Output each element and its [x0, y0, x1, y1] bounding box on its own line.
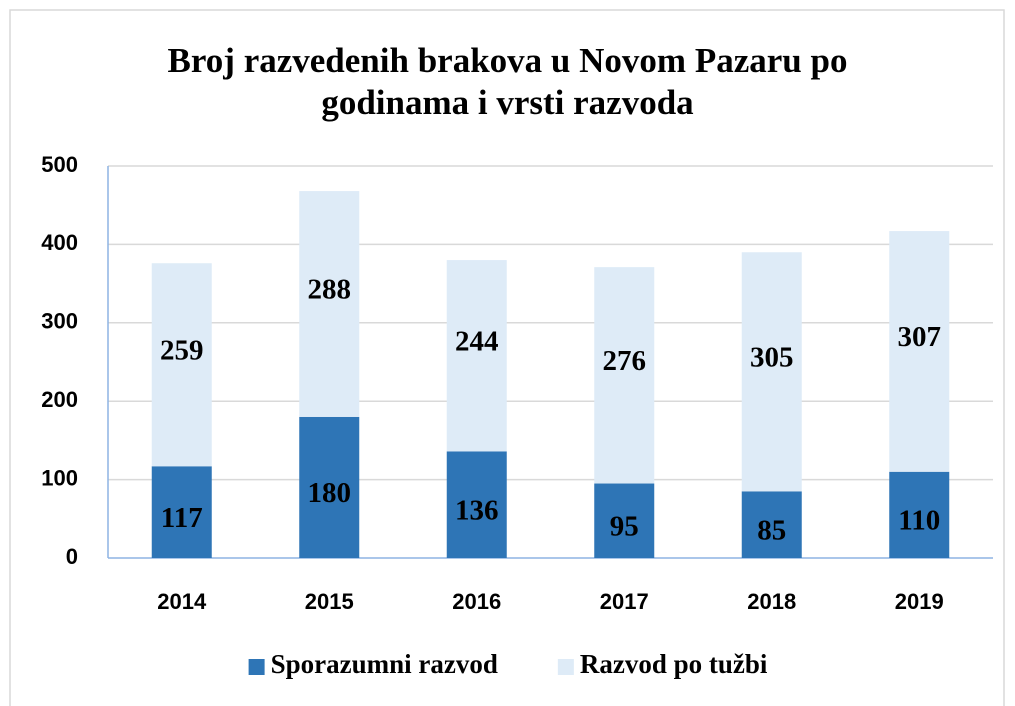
y-tick-label: 500 [41, 152, 78, 177]
bar-segment [741, 252, 802, 492]
data-label: 244 [455, 325, 499, 357]
data-label: 95 [610, 510, 639, 542]
x-tick-label: 2017 [600, 589, 649, 614]
legend-label: Sporazumni razvod [271, 649, 498, 679]
bar-segment [446, 451, 507, 558]
bar-segment [446, 260, 507, 452]
y-tick-label: 300 [41, 309, 78, 334]
x-tick-label: 2016 [452, 589, 501, 614]
data-label: 110 [898, 505, 940, 537]
legend-label: Razvod po tužbi [580, 649, 768, 679]
x-tick-label: 2015 [305, 589, 354, 614]
chart-title: Broj razvedenih brakova u Novom Pazaru p… [167, 41, 848, 122]
data-label: 117 [161, 502, 203, 534]
data-label: 288 [308, 274, 352, 306]
bar-segment [299, 416, 360, 558]
bar-segment [151, 263, 212, 467]
y-tick-label: 400 [41, 230, 78, 255]
x-tick-label: 2014 [157, 589, 207, 614]
chart-border [9, 9, 1005, 706]
data-label: 276 [603, 345, 647, 377]
data-label: 259 [160, 334, 204, 366]
y-tick-label: 0 [66, 544, 78, 569]
bar-segment [741, 491, 802, 558]
data-label: 85 [757, 514, 786, 546]
bar-segment [594, 483, 655, 558]
data-label: 305 [750, 341, 794, 373]
data-label: 136 [455, 494, 499, 526]
legend-marker [248, 659, 265, 675]
x-tick-label: 2019 [895, 589, 944, 614]
bar-segment [594, 267, 655, 484]
bar-segment [889, 471, 950, 558]
data-label: 180 [308, 477, 352, 509]
x-tick-label: 2018 [747, 589, 796, 614]
y-tick-label: 200 [41, 387, 78, 412]
data-label: 307 [898, 321, 942, 353]
legend-marker [557, 659, 574, 675]
y-tick-label: 100 [41, 465, 78, 490]
bar-segment [299, 191, 360, 417]
bar-segment [151, 466, 212, 558]
bar-segment [889, 231, 950, 472]
